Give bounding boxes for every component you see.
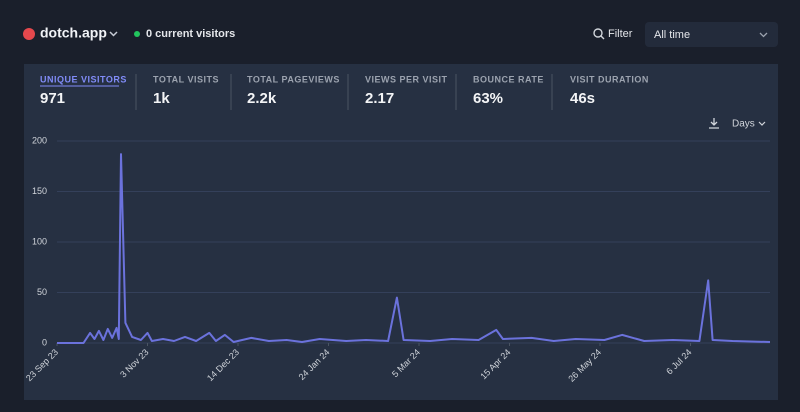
y-tick-label: 50 [37, 287, 47, 297]
site-name[interactable]: dotch.app [40, 25, 107, 41]
site-icon [23, 28, 35, 40]
current-visitors[interactable]: 0 current visitors [146, 28, 235, 40]
stat-label[interactable]: BOUNCE RATE [473, 74, 544, 84]
period-label[interactable]: All time [654, 29, 690, 41]
filter-button[interactable]: Filter [608, 28, 633, 40]
y-tick-label: 200 [32, 135, 47, 145]
visitors-line [57, 153, 771, 344]
period-select[interactable] [645, 22, 778, 47]
stat-value: 63% [473, 90, 503, 107]
live-dot [134, 31, 140, 37]
period-chevron[interactable] [759, 32, 768, 38]
interval-select[interactable]: Days [732, 119, 755, 130]
stat-value: 971 [40, 90, 65, 107]
stat-label[interactable]: TOTAL VISITS [153, 74, 219, 84]
stat-label[interactable]: VISIT DURATION [570, 74, 649, 84]
stat-value: 46s [570, 90, 595, 107]
y-tick-label: 0 [42, 337, 47, 347]
filter-icon[interactable] [600, 35, 605, 40]
stat-label[interactable]: VIEWS PER VISIT [365, 74, 448, 84]
download-icon[interactable] [709, 118, 719, 129]
stat-value: 1k [153, 90, 170, 107]
stat-label[interactable]: UNIQUE VISITORS [40, 74, 127, 84]
filter-icon[interactable] [593, 28, 603, 38]
stat-value: 2.17 [365, 90, 394, 107]
y-tick-label: 100 [32, 236, 47, 246]
interval-chevron[interactable] [758, 121, 766, 126]
y-tick-label: 150 [32, 186, 47, 196]
stat-label[interactable]: TOTAL PAGEVIEWS [247, 74, 340, 84]
stat-value: 2.2k [247, 90, 277, 107]
stats-panel [24, 64, 778, 400]
site-chevron[interactable] [109, 31, 118, 37]
